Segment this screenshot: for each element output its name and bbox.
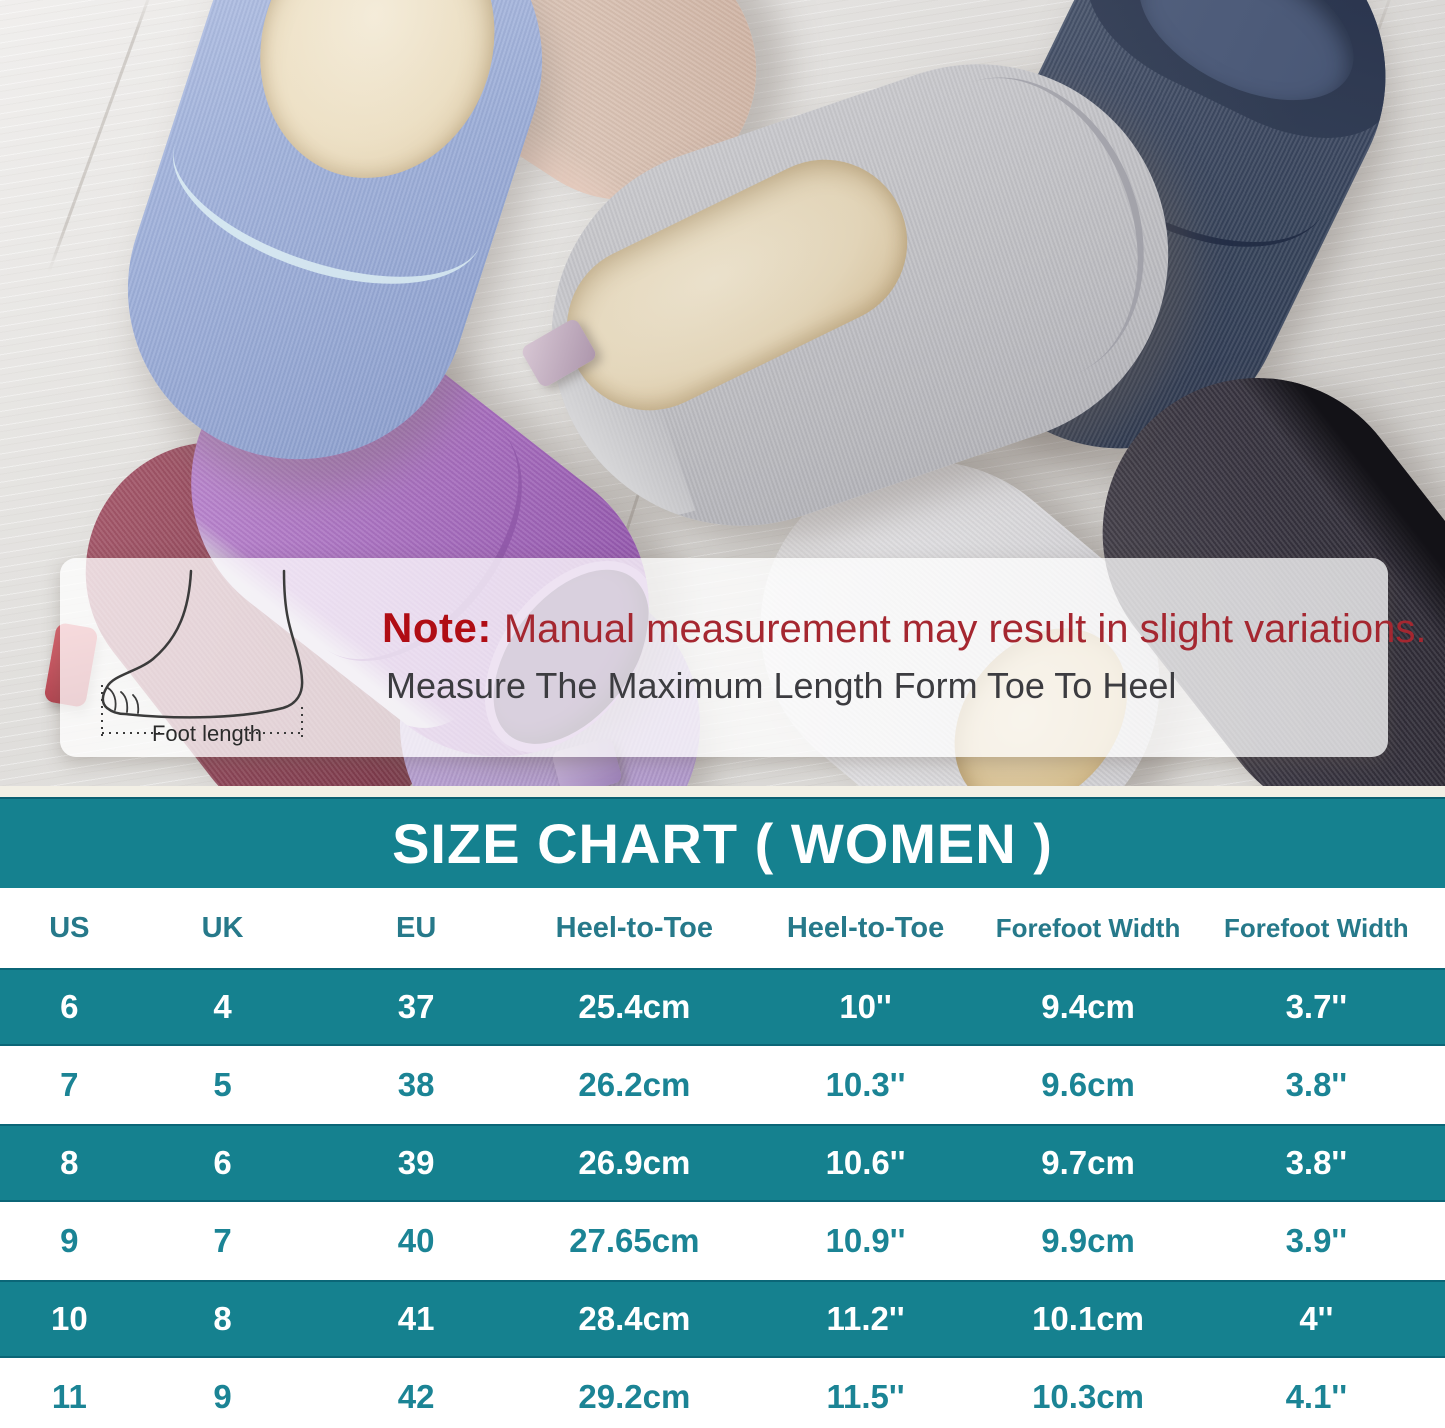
table-cell: 11.5'' <box>826 1378 905 1415</box>
toe-lines <box>107 686 140 714</box>
table-cell: 11.2'' <box>826 1300 905 1337</box>
column-header-heel-to-toe-cm: Heel-to-Toe <box>555 911 713 944</box>
column-header-us: US <box>49 911 90 944</box>
table-row: 9 7 40 27.65cm 10.9'' 9.9cm 3.9'' <box>0 1202 1445 1280</box>
table-cell: 6 <box>213 1144 232 1181</box>
note-label: Note: <box>382 604 492 651</box>
table-cell: 40 <box>397 1222 435 1259</box>
table-cell: 28.4cm <box>578 1300 691 1337</box>
table-cell: 3.8'' <box>1285 1144 1348 1181</box>
column-header-forefoot-in: Forefoot Width <box>1224 912 1409 943</box>
foot-measurement-diagram: Foot length <box>101 569 304 746</box>
table-cell: 6 <box>60 988 79 1025</box>
table-cell: 9.9cm <box>1041 1222 1135 1259</box>
table-row: 8 6 39 26.9cm 10.6'' 9.7cm 3.8'' <box>0 1124 1445 1202</box>
table-cell: 29.2cm <box>578 1378 691 1415</box>
table-cell: 5 <box>213 1066 232 1103</box>
table-cell: 9.4cm <box>1041 988 1135 1025</box>
foot-outline <box>101 569 304 719</box>
table-cell: 10 <box>51 1300 88 1337</box>
table-cell: 4.1'' <box>1285 1378 1348 1415</box>
table-cell: 11 <box>51 1378 87 1415</box>
note-line: Note: Manual measurement may result in s… <box>382 604 1426 652</box>
table-cell: 7 <box>60 1066 79 1103</box>
table-cell: 26.9cm <box>578 1144 691 1181</box>
table-cell: 10.9'' <box>825 1222 906 1259</box>
slippers-photo: Foot length Note: Manual measurement may… <box>0 0 1445 786</box>
table-cell: 8 <box>60 1144 79 1181</box>
table-row: 6 4 37 25.4cm 10'' 9.4cm 3.7'' <box>0 968 1445 1046</box>
table-cell: 25.4cm <box>578 988 691 1025</box>
column-header-heel-to-toe-in: Heel-to-Toe <box>786 911 945 944</box>
table-cell: 7 <box>213 1222 232 1259</box>
note-message: Manual measurement may result in slight … <box>503 607 1427 651</box>
table-row: 11 9 42 29.2cm 11.5'' 10.3cm 4.1'' <box>0 1358 1445 1428</box>
table-cell: 4'' <box>1299 1300 1334 1337</box>
measure-guide-lines <box>101 684 303 739</box>
table-cell: 9 <box>213 1378 232 1415</box>
table-row: 7 5 38 26.2cm 10.3'' 9.6cm 3.8'' <box>0 1046 1445 1124</box>
table-header-row: US UK EU Heel-to-Toe Heel-to-Toe Forefoo… <box>0 888 1445 968</box>
size-chart-title: SIZE CHART ( WOMEN ) <box>0 797 1445 888</box>
note-instruction: Measure The Maximum Length Form Toe To H… <box>386 665 1177 706</box>
table-cell: 8 <box>213 1300 232 1337</box>
table-cell: 9.7cm <box>1041 1144 1135 1181</box>
table-cell: 3.9'' <box>1285 1222 1348 1259</box>
table-cell: 9.6cm <box>1041 1066 1135 1103</box>
table-cell: 26.2cm <box>578 1066 691 1103</box>
column-header-forefoot-cm: Forefoot Width <box>995 912 1181 943</box>
table-cell: 37 <box>397 988 435 1025</box>
table-cell: 42 <box>397 1378 435 1415</box>
foot-length-label: Foot length <box>152 721 262 746</box>
table-cell: 38 <box>397 1066 435 1103</box>
table-cell: 41 <box>397 1300 435 1337</box>
column-header-uk: UK <box>201 911 244 944</box>
table-cell: 39 <box>397 1144 435 1181</box>
table-cell: 10.1cm <box>1032 1300 1145 1337</box>
table-cell: 10.3'' <box>825 1066 906 1103</box>
table-cell: 3.8'' <box>1285 1066 1348 1103</box>
table-cell: 10.6'' <box>825 1144 906 1181</box>
divider <box>0 786 1445 797</box>
table-cell: 3.7'' <box>1285 988 1348 1025</box>
table-cell: 10'' <box>839 988 892 1025</box>
table-row: 10 8 41 28.4cm 11.2'' 10.1cm 4'' <box>0 1280 1445 1358</box>
column-header-eu: EU <box>395 911 437 944</box>
table-cell: 10.3cm <box>1032 1378 1145 1415</box>
table-cell: 4 <box>213 988 232 1025</box>
note-card: Foot length Note: Manual measurement may… <box>60 558 1426 757</box>
note-text-block: Note: Manual measurement may result in s… <box>382 604 1426 711</box>
table-cell: 9 <box>60 1222 79 1259</box>
size-chart-table: US UK EU Heel-to-Toe Heel-to-Toe Forefoo… <box>0 888 1445 1428</box>
table-cell: 27.65cm <box>569 1222 700 1259</box>
